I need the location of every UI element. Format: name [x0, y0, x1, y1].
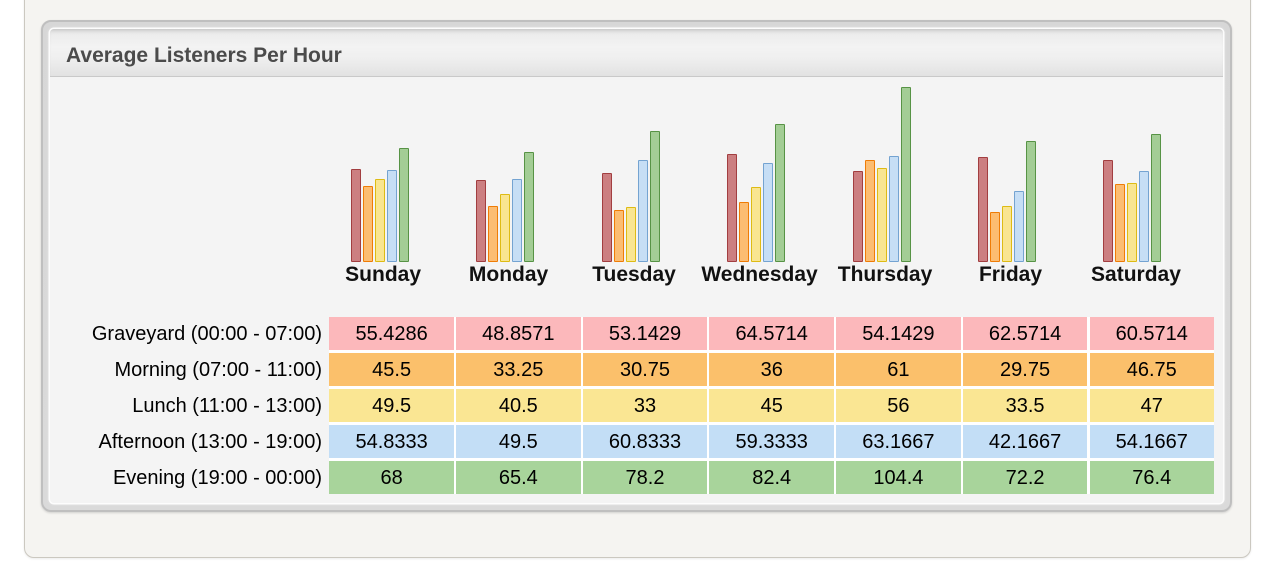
bar-saturday-graveyard — [1103, 160, 1114, 262]
cell-tuesday-evening: 78.2 — [582, 460, 708, 495]
bar-wednesday-evening — [775, 124, 786, 262]
cell-wednesday-afternoon: 59.3333 — [709, 424, 834, 459]
row-label-morning: Morning (07:00 - 11:00) — [114, 358, 322, 381]
bar-thursday-graveyard — [852, 171, 863, 262]
cell-saturday-graveyard: 60.5714 — [1089, 316, 1215, 351]
listeners-widget: Average Listeners Per Hour Sunday Monday T… — [41, 20, 1232, 512]
cell-monday-lunch: 40.5 — [456, 388, 581, 423]
bar-saturday-afternoon — [1139, 171, 1150, 262]
cell-saturday-evening: 76.4 — [1089, 460, 1215, 495]
bar-cluster-friday — [978, 29, 1036, 262]
cell-friday-graveyard: 62.5714 — [962, 316, 1088, 351]
cell-friday-lunch: 33.5 — [962, 388, 1088, 423]
bar-sunday-lunch — [374, 179, 385, 262]
cell-wednesday-graveyard: 64.5714 — [709, 316, 834, 351]
row-label-graveyard: Graveyard (00:00 - 07:00) — [91, 322, 322, 345]
cell-friday-morning: 29.75 — [962, 352, 1088, 387]
day-label-sunday: Sunday — [345, 262, 422, 286]
bar-thursday-lunch — [876, 168, 887, 262]
cell-monday-evening: 65.4 — [456, 460, 581, 495]
bar-friday-evening — [1026, 141, 1036, 262]
cell-tuesday-morning: 30.75 — [582, 352, 708, 387]
bar-tuesday-evening — [649, 131, 660, 262]
cell-friday-evening: 72.2 — [962, 460, 1088, 495]
bar-friday-lunch — [1002, 206, 1012, 262]
bar-sunday-morning — [362, 186, 373, 262]
cell-thursday-graveyard: 54.1429 — [836, 316, 961, 351]
day-label-tuesday: Tuesday — [592, 262, 676, 286]
bar-sunday-graveyard — [350, 169, 361, 262]
bar-cluster-wednesday — [727, 29, 786, 262]
bar-cluster-saturday — [1103, 29, 1162, 262]
bar-cluster-sunday — [350, 29, 409, 262]
row-label-afternoon: Afternoon (13:00 - 19:00) — [98, 430, 322, 453]
bar-monday-lunch — [500, 194, 511, 262]
cell-wednesday-lunch: 45 — [709, 388, 834, 423]
bar-cluster-thursday — [852, 29, 911, 262]
cell-tuesday-graveyard: 53.1429 — [582, 316, 708, 351]
bar-friday-afternoon — [1014, 191, 1024, 262]
bar-sunday-evening — [398, 148, 409, 262]
cell-sunday-evening: 68 — [329, 460, 454, 495]
bar-chart: Sunday Monday Tuesday Wednesday Thursday Frid… — [50, 29, 1223, 319]
bar-thursday-evening — [900, 87, 911, 262]
bar-wednesday-afternoon — [763, 163, 774, 262]
cell-sunday-morning: 45.5 — [329, 352, 454, 387]
cell-saturday-lunch: 47 — [1089, 388, 1215, 423]
bar-tuesday-afternoon — [637, 160, 648, 262]
cell-thursday-evening: 104.4 — [836, 460, 961, 495]
cell-monday-graveyard: 48.8571 — [456, 316, 581, 351]
bar-cluster-monday — [476, 29, 535, 262]
cell-thursday-afternoon: 63.1667 — [836, 424, 961, 459]
cell-friday-afternoon: 42.1667 — [962, 424, 1088, 459]
bar-wednesday-lunch — [751, 187, 762, 262]
cell-wednesday-morning: 36 — [709, 352, 834, 387]
day-label-monday: Monday — [468, 262, 549, 286]
bar-friday-graveyard — [978, 157, 988, 262]
day-label-saturday: Saturday — [1091, 262, 1181, 286]
cell-tuesday-afternoon: 60.8333 — [582, 424, 708, 459]
bar-wednesday-morning — [739, 202, 750, 262]
cell-monday-afternoon: 49.5 — [456, 424, 581, 459]
cell-saturday-afternoon: 54.1667 — [1089, 424, 1215, 459]
bar-wednesday-graveyard — [727, 154, 738, 262]
bar-friday-morning — [990, 212, 1000, 262]
bar-tuesday-morning — [613, 210, 624, 262]
bar-saturday-morning — [1115, 184, 1126, 262]
table-row-labels: Graveyard (00:00 - 07:00) Morning (07:00 … — [50, 317, 327, 495]
widget-header: Average Listeners Per Hour — [50, 29, 1223, 77]
bar-monday-morning — [488, 206, 499, 262]
row-label-evening: Evening (19:00 - 00:00) — [112, 466, 322, 489]
row-label-lunch: Lunch (11:00 - 13:00) — [132, 394, 322, 417]
cell-thursday-lunch: 56 — [836, 388, 961, 423]
bar-thursday-afternoon — [888, 156, 899, 262]
table-data-grid: 55.4286 48.8571 53.1429 64.5714 54.1429 62.57… — [329, 316, 1215, 495]
day-label-thursday: Thursday — [837, 262, 933, 286]
bar-saturday-evening — [1151, 134, 1162, 262]
cell-sunday-lunch: 49.5 — [329, 388, 454, 423]
day-label-wednesday: Wednesday — [701, 262, 818, 286]
bar-cluster-tuesday — [601, 29, 660, 262]
bar-monday-evening — [524, 152, 535, 262]
cell-saturday-morning: 46.75 — [1089, 352, 1215, 387]
bar-saturday-lunch — [1127, 183, 1138, 262]
bar-sunday-afternoon — [386, 170, 397, 262]
cell-wednesday-evening: 82.4 — [709, 460, 834, 495]
cell-sunday-graveyard: 55.4286 — [329, 316, 454, 351]
widget-title: Average Listeners Per Hour — [66, 43, 342, 67]
cell-tuesday-lunch: 33 — [582, 388, 708, 423]
widget-inner: Average Listeners Per Hour Sunday Monday T… — [50, 29, 1223, 503]
cell-monday-morning: 33.25 — [456, 352, 581, 387]
cell-thursday-morning: 61 — [836, 352, 961, 387]
cell-sunday-afternoon: 54.8333 — [329, 424, 454, 459]
bar-tuesday-lunch — [625, 207, 636, 262]
bar-tuesday-graveyard — [601, 173, 612, 262]
bar-monday-graveyard — [476, 180, 487, 262]
day-label-friday: Friday — [978, 262, 1043, 286]
bar-thursday-morning — [864, 160, 875, 262]
bar-monday-afternoon — [512, 179, 523, 262]
